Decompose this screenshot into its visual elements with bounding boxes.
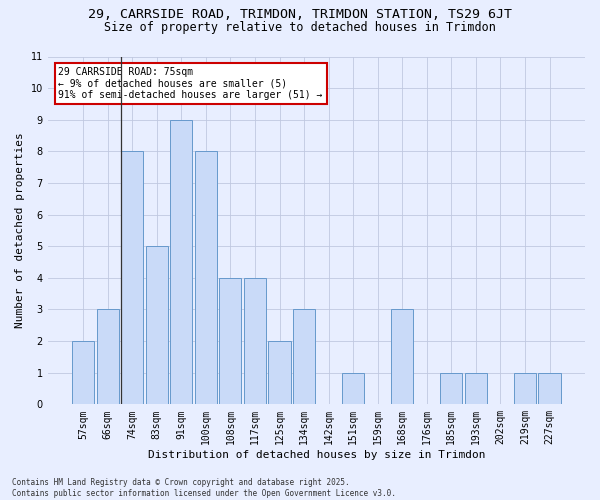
Bar	[514, 372, 536, 404]
Bar	[391, 310, 413, 404]
Text: 29 CARRSIDE ROAD: 75sqm
← 9% of detached houses are smaller (5)
91% of semi-deta: 29 CARRSIDE ROAD: 75sqm ← 9% of detached…	[58, 67, 323, 100]
Bar	[244, 278, 266, 404]
Bar	[293, 310, 315, 404]
Bar	[121, 152, 143, 404]
Bar	[97, 310, 119, 404]
Bar	[220, 278, 241, 404]
Bar	[465, 372, 487, 404]
Text: Contains HM Land Registry data © Crown copyright and database right 2025.
Contai: Contains HM Land Registry data © Crown c…	[12, 478, 396, 498]
Bar	[170, 120, 193, 405]
Bar	[342, 372, 364, 404]
Y-axis label: Number of detached properties: Number of detached properties	[15, 132, 25, 328]
Bar	[440, 372, 463, 404]
Bar	[146, 246, 168, 404]
Bar	[195, 152, 217, 404]
Bar	[72, 341, 94, 404]
X-axis label: Distribution of detached houses by size in Trimdon: Distribution of detached houses by size …	[148, 450, 485, 460]
Bar	[268, 341, 290, 404]
Text: 29, CARRSIDE ROAD, TRIMDON, TRIMDON STATION, TS29 6JT: 29, CARRSIDE ROAD, TRIMDON, TRIMDON STAT…	[88, 8, 512, 20]
Text: Size of property relative to detached houses in Trimdon: Size of property relative to detached ho…	[104, 21, 496, 34]
Bar	[538, 372, 560, 404]
